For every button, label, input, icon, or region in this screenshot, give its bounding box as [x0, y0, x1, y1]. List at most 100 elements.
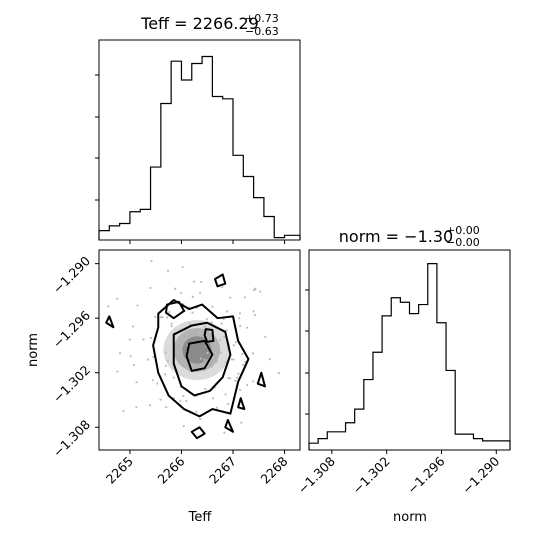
scatter-point [277, 372, 280, 375]
scatter-point [251, 352, 255, 355]
contour-far-right-island [256, 371, 266, 388]
scatter-point [218, 338, 222, 342]
scatter-point [224, 393, 227, 396]
norm-ytick-label: −1.308 [50, 417, 93, 460]
contour-inner [185, 339, 214, 372]
norm-title-value: −1.30 [404, 227, 453, 246]
scatter-point [206, 351, 209, 354]
scatter-point [180, 335, 183, 338]
scatter-point [191, 311, 194, 314]
scatter-point [210, 365, 214, 368]
contour-core [203, 328, 215, 343]
scatter-point [241, 352, 244, 356]
teff-title-name: Teff [140, 14, 170, 33]
teff-xtick-label: 2267 [206, 454, 239, 487]
scatter-point [165, 406, 168, 409]
scatter-point [174, 287, 177, 290]
scatter-point [195, 410, 198, 413]
teff-norm-frame [98, 249, 301, 451]
scatter-point [232, 344, 235, 347]
scatter-point [215, 406, 218, 409]
teff-hist-title: Teff = 2266.29 [140, 14, 259, 33]
scatter-point [230, 358, 233, 361]
scatter-point [203, 326, 207, 329]
scatter-point [149, 336, 153, 340]
scatter-point [168, 311, 171, 314]
scatter-point [234, 379, 237, 382]
scatter-point [192, 280, 196, 283]
scatter-point [118, 352, 122, 355]
scatter-point [229, 296, 232, 299]
scatter-point [216, 360, 219, 363]
contour-upper-island [165, 300, 186, 320]
scatter-point [171, 247, 173, 249]
scatter-point [252, 310, 255, 313]
teff-hist-line [98, 55, 301, 240]
norm-title-name: norm [339, 227, 381, 246]
scatter-point [238, 317, 241, 320]
scatter-point [164, 351, 167, 354]
scatter-point [181, 265, 184, 269]
scatter-point [154, 316, 157, 319]
scatter-point [238, 312, 242, 315]
scatter-point [204, 387, 207, 391]
scatter-point [180, 291, 183, 295]
scatter-point [259, 290, 262, 293]
norm-xtick-label: −1.308 [295, 453, 338, 496]
norm-title-plus: +0.00 [446, 224, 480, 237]
scatter-point [252, 380, 255, 383]
scatter-point [210, 321, 213, 324]
scatter-point [179, 399, 182, 402]
contour-lines [105, 273, 266, 440]
scatter-point [232, 358, 235, 361]
scatter-point [268, 358, 271, 361]
scatter-point [240, 421, 243, 424]
scatter-point [242, 363, 245, 367]
scatter-point [227, 402, 230, 406]
norm-hist-frame [308, 249, 511, 451]
scatter-point [191, 295, 194, 298]
norm-xtick-label: −1.290 [459, 453, 502, 496]
norm-hist-panel: norm = −1.30 +0.00 −0.00 −1.308 −1.302 −1.… [295, 224, 511, 525]
scatter-point [182, 425, 185, 428]
scatter-point [244, 360, 247, 363]
teff-xtick-label: 2266 [154, 453, 187, 486]
scatter-point [229, 377, 232, 380]
scatter-point [135, 381, 138, 384]
teff-hist-panel: Teff = 2266.29 +0.73 −0.63 [95, 12, 301, 244]
scatter-point [220, 322, 223, 325]
scatter-point [166, 359, 170, 362]
scatter-point [161, 316, 164, 319]
scatter-point [164, 373, 167, 376]
scatter-point [152, 355, 155, 359]
scatter-point [136, 304, 139, 307]
contour-left-island [105, 315, 115, 329]
scatter-point [142, 338, 145, 341]
scatter-point [184, 456, 186, 458]
contour-top-island [213, 273, 227, 288]
scatter-point [166, 316, 169, 319]
scatter-point [131, 325, 135, 328]
scatter-point [200, 280, 203, 284]
scatter-point [253, 313, 256, 317]
scatter-point [149, 404, 152, 407]
scatter-point [172, 376, 175, 379]
teff-xtick-label: 2265 [103, 454, 136, 487]
scatter-point [150, 259, 153, 263]
scatter-point [107, 305, 110, 308]
scatter-point [170, 322, 173, 325]
norm-axis-label: norm [26, 333, 41, 367]
teff-hist-xticks [129, 240, 286, 244]
teff-norm-panel: 2265 2266 2267 2268 −1.290 −1.296 −1.302 −1.30… [26, 247, 301, 525]
scatter-point [166, 269, 170, 272]
scatter-point [236, 376, 239, 379]
scatter-point [182, 395, 185, 398]
scatter-point [246, 383, 249, 387]
scatter-point [146, 358, 150, 361]
norm-hist-line [308, 263, 511, 450]
scatter-point [184, 338, 187, 341]
scatter-point [223, 431, 226, 434]
scatter-point [170, 325, 173, 328]
scatter-point [211, 397, 215, 400]
